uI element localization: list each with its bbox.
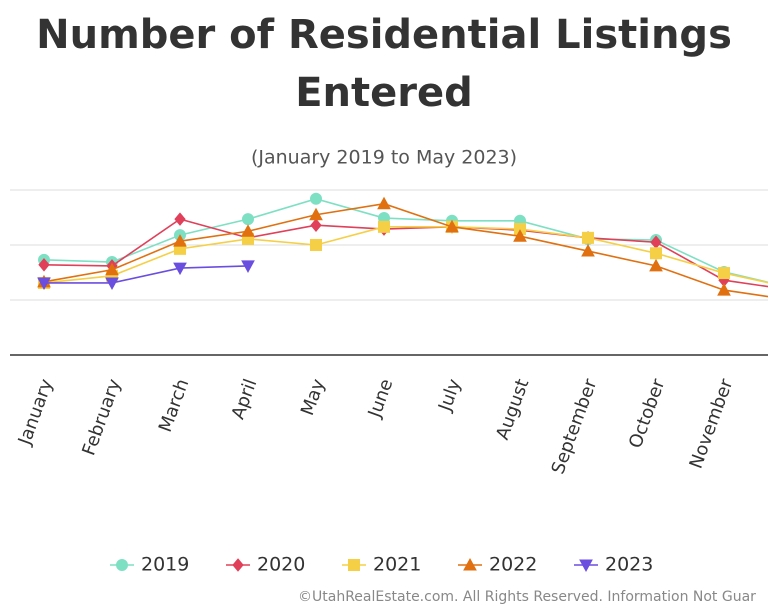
point [242,213,254,226]
series-line [43,226,768,284]
legend-marker [116,559,128,571]
point [310,192,322,205]
legend-label: 2023 [605,554,653,576]
point [241,260,255,273]
x-tick-label: July [434,376,465,415]
point [581,244,595,257]
chart-subtitle: (January 2019 to May 2023) [251,147,517,169]
x-tick-label: May [297,376,330,418]
legend-marker [463,557,477,571]
x-tick-label: November [686,376,738,472]
point [377,196,391,210]
point [105,262,119,276]
point [173,234,187,247]
footer: ©UtahRealEstate.com. All Rights Reserved… [298,589,756,605]
point [174,212,186,226]
x-tick-label: September [548,376,602,477]
point [717,283,731,296]
chart-title: Number of Residential Listings Entered [36,12,732,116]
point [445,219,459,233]
x-tick-label: October [625,376,670,451]
x-tick-label: February [78,376,125,458]
legend-marker [232,558,244,572]
point [105,277,119,290]
series-line [43,197,768,284]
x-tick-label: March [155,376,194,435]
legend-label: 2019 [141,554,189,576]
point [310,239,322,251]
point [37,277,51,290]
legend-marker [579,559,593,573]
point [309,207,323,221]
x-tick-label: August [492,376,533,442]
series-line [43,218,768,288]
legend-label: 2022 [489,554,537,576]
legend-label: 2021 [373,554,421,576]
legend-marker [348,559,360,571]
point [582,231,594,244]
series-line [43,202,768,298]
point [241,224,255,237]
point [38,258,50,272]
point [513,229,527,242]
x-tick-label: June [364,376,397,421]
point [650,247,662,260]
x-tick-label: January [14,376,58,449]
x-tick-label: April [228,376,262,422]
legend-label: 2020 [257,554,305,576]
point [718,267,730,280]
point [649,258,663,272]
series-line [44,265,249,284]
point [173,262,187,276]
point [378,220,390,233]
point [310,218,322,232]
